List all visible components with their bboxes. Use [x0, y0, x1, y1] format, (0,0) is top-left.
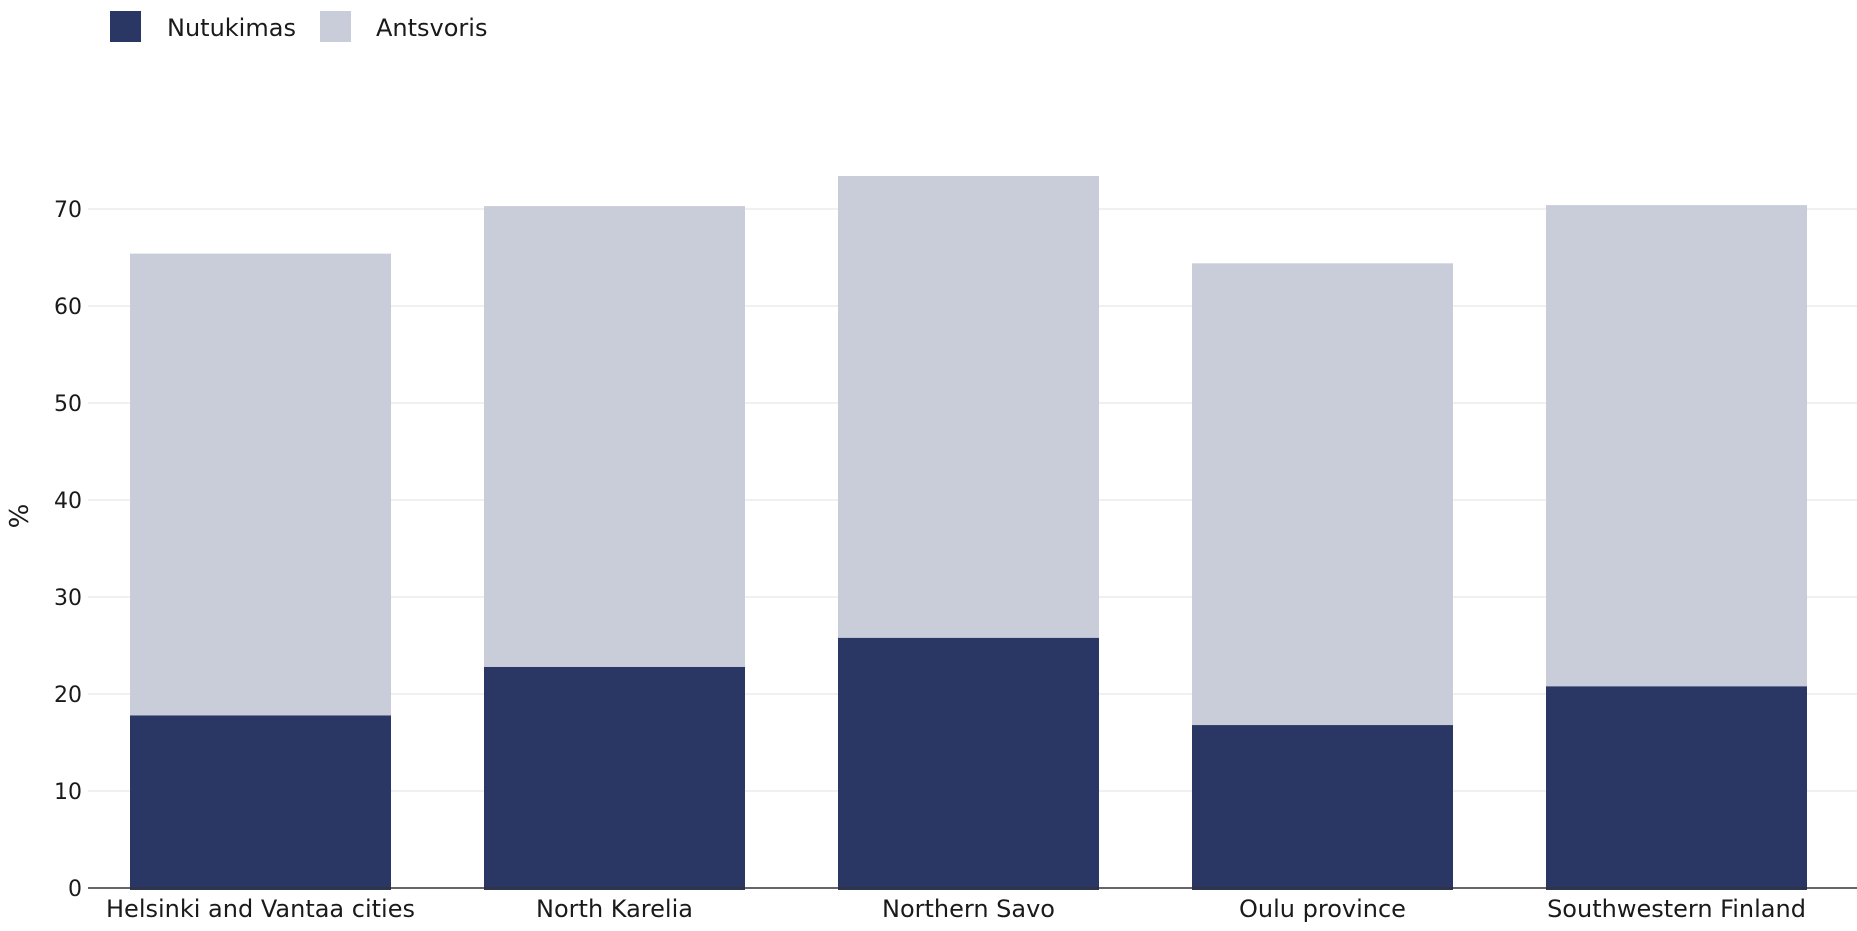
y-tick-label: 20	[54, 683, 82, 708]
x-category-label: North Karelia	[536, 895, 693, 923]
bar-nutukimas-2	[838, 637, 1099, 890]
legend-label-nutukimas: Nutukimas	[167, 14, 296, 42]
y-tick-label: 50	[54, 392, 82, 417]
x-category-label: Helsinki and Vantaa cities	[106, 895, 415, 923]
y-tick-label: 70	[54, 198, 82, 223]
y-tick-label: 10	[54, 780, 82, 805]
bar-nutukimas-3	[1192, 725, 1453, 890]
bar-antsvoris-1	[484, 206, 745, 667]
bar-antsvoris-0	[130, 253, 391, 716]
bar-nutukimas-1	[484, 666, 745, 890]
bar-nutukimas-4	[1546, 686, 1807, 890]
x-category-label: Oulu province	[1239, 895, 1406, 923]
x-category-label: Southwestern Finland	[1547, 895, 1806, 923]
legend-swatch-nutukimas	[110, 11, 141, 42]
y-axis-ticks: 0 10 20 30 40 50 60 70	[54, 198, 82, 902]
bar-antsvoris-3	[1192, 263, 1453, 726]
legend: Nutukimas Antsvoris	[110, 11, 487, 42]
bars	[130, 176, 1807, 890]
y-tick-label: 0	[68, 877, 82, 902]
y-tick-label: 40	[54, 489, 82, 514]
y-axis-title: %	[5, 504, 35, 529]
x-axis-labels: Helsinki and Vantaa cities North Karelia N…	[106, 895, 1806, 923]
y-tick-label: 60	[54, 295, 82, 320]
x-category-label: Northern Savo	[882, 895, 1055, 923]
legend-swatch-antsvoris	[320, 11, 351, 42]
bar-antsvoris-2	[838, 176, 1099, 638]
legend-label-antsvoris: Antsvoris	[376, 14, 487, 42]
bar-nutukimas-0	[130, 715, 391, 890]
bar-antsvoris-4	[1546, 205, 1807, 687]
y-tick-label: 30	[54, 586, 82, 611]
